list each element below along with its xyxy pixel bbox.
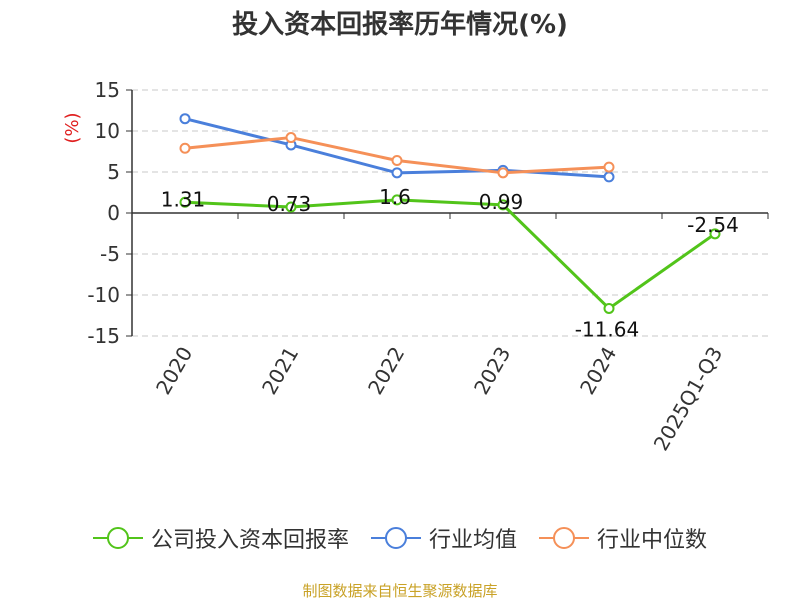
y-tick-label-5: -10 (87, 283, 120, 307)
series-0-point-1 (285, 201, 297, 213)
legend-item-company-roic[interactable]: 公司投入资本回报率 (92, 522, 349, 554)
data-label-4: -11.64 (575, 317, 639, 341)
series-2-point-3 (497, 167, 509, 179)
x-tick-label-3: 2023 (469, 343, 515, 399)
data-label-2: 1.6 (379, 185, 411, 209)
y-tick-label-4: -5 (100, 242, 120, 266)
series-2-point-4 (603, 161, 615, 173)
y-axis-unit: (%) (62, 112, 83, 143)
legend-swatch-industry-mean (370, 526, 421, 550)
legend-item-industry-median[interactable]: 行业中位数 (539, 522, 707, 554)
y-tick-label-6: -15 (87, 324, 120, 348)
series-1-point-0 (179, 113, 191, 125)
x-tick-label-0: 2020 (151, 343, 197, 399)
legend-item-industry-mean[interactable]: 行业均值 (370, 522, 517, 554)
legend-label-industry-median: 行业中位数 (597, 528, 708, 553)
data-label-5: -2.54 (687, 213, 739, 237)
series-0-point-3 (497, 199, 509, 211)
series-0-point-4 (603, 302, 615, 314)
series-2-point-0 (179, 142, 191, 154)
data-label-0: 1.31 (161, 187, 206, 211)
data-label-3: 0.99 (479, 190, 524, 214)
series-line-0 (184, 198, 716, 310)
y-tick-label-3: 0 (107, 201, 120, 225)
series-2-point-2 (391, 155, 403, 167)
series-2-point-1 (285, 132, 297, 144)
series-1-point-2 (391, 167, 403, 179)
x-tick-label-4: 2024 (575, 343, 621, 399)
series-1-point-4 (603, 171, 615, 183)
y-tick-label-1: 10 (95, 119, 120, 143)
chart-title: 投入资本回报率历年情况(%) (232, 10, 568, 40)
legend-swatch-company-roic (92, 526, 143, 550)
series-0-point-0 (179, 196, 191, 208)
data-label-1: 0.73 (267, 192, 312, 216)
legend-label-company-roic: 公司投入资本回报率 (150, 528, 349, 553)
y-tick-label-0: 15 (95, 78, 120, 102)
y-tick-label-2: 5 (107, 160, 120, 184)
x-tick-label-2: 2022 (363, 343, 409, 399)
series-0-point-5 (709, 228, 721, 240)
source-note: 制图数据来自恒生聚源数据库 (302, 582, 498, 600)
chart-legend: 公司投入资本回报率 行业均值 行业中位数 (0, 518, 800, 558)
legend-label-industry-mean: 行业均值 (428, 528, 517, 553)
x-tick-label-5: 2025Q1-Q3 (649, 343, 728, 455)
x-tick-label-1: 2021 (257, 343, 303, 399)
legend-swatch-industry-median (539, 526, 589, 550)
series-0-point-2 (391, 194, 403, 206)
